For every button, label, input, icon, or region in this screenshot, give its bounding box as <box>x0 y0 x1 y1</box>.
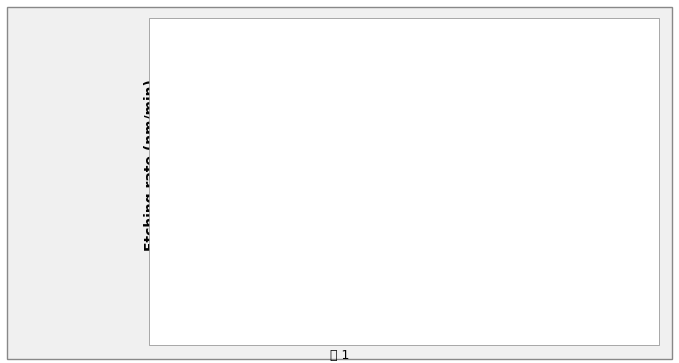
Text: (NH₄)₂S₂O₈ (aq.): (NH₄)₂S₂O₈ (aq.) <box>193 34 317 49</box>
Text: SO$_4$$^{\bullet-}$ radical generated: SO$_4$$^{\bullet-}$ radical generated <box>193 138 340 155</box>
Text: 0.025 M: 0.025 M <box>541 233 610 248</box>
Text: UVC: UVC <box>246 163 273 175</box>
Text: + heat: + heat <box>282 163 327 175</box>
Text: in 10mm depth: in 10mm depth <box>193 62 289 75</box>
Text: by: by <box>206 187 225 200</box>
Text: under Hg lamp: under Hg lamp <box>193 105 286 118</box>
Text: UVC: UVC <box>246 187 273 200</box>
Text: 图 1: 图 1 <box>330 349 349 362</box>
X-axis label: Etchant temperature (ºC): Etchant temperature (ºC) <box>305 326 524 341</box>
Y-axis label: Etching rate (nm/min): Etching rate (nm/min) <box>144 79 158 251</box>
Text: with stirring: with stirring <box>193 83 268 97</box>
Text: 0.25 M: 0.25 M <box>541 144 599 159</box>
Text: by: by <box>206 163 225 175</box>
